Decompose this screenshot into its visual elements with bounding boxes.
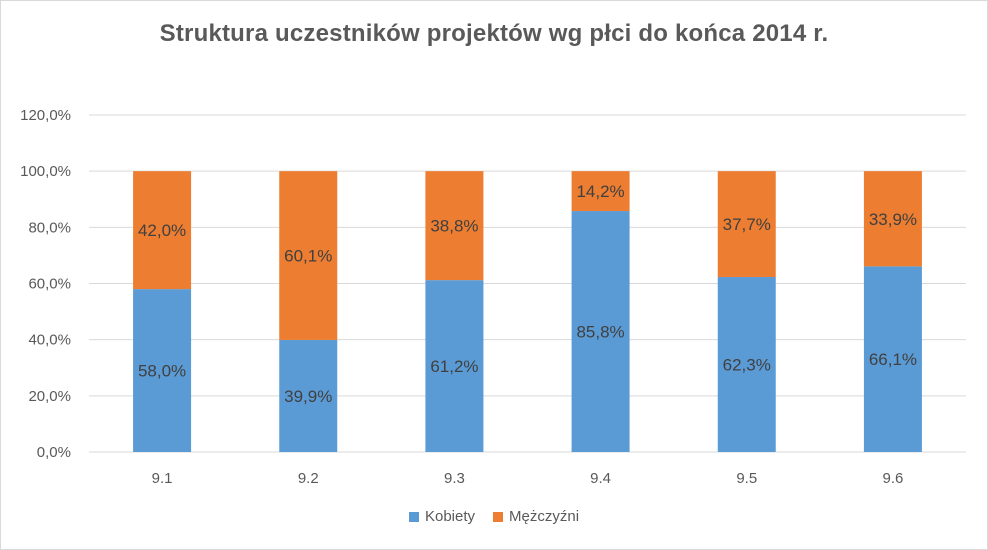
y-tick-label-0: 0,0% xyxy=(37,444,71,461)
x-tick-label-9.5: 9.5 xyxy=(736,470,757,487)
y-tick-label-6: 120,0% xyxy=(20,107,71,124)
chart-title: Struktura uczestników projektów wg płci … xyxy=(159,20,829,47)
data-label-kobiety-9.5: 62,3% xyxy=(723,356,771,375)
bar-mezczyzni-9.1 xyxy=(133,171,192,290)
data-label-mezczyzni-9.5: 37,7% xyxy=(723,215,771,234)
y-tick-label-3: 60,0% xyxy=(28,276,71,293)
bar-kobiety-9.1 xyxy=(133,289,192,452)
y-tick-label-1: 20,0% xyxy=(28,388,71,405)
bar-mezczyzni-9.6 xyxy=(863,171,922,267)
data-label-mezczyzni-9.4: 14,2% xyxy=(576,182,624,201)
bar-mezczyzni-9.5 xyxy=(717,171,776,278)
bar-mezczyzni-9.3 xyxy=(425,171,484,281)
legend-swatch-kobiety xyxy=(408,511,419,522)
bar-kobiety-9.6 xyxy=(863,266,922,452)
bar-mezczyzni-9.2 xyxy=(279,171,338,340)
data-label-kobiety-9.1: 58,0% xyxy=(138,362,186,381)
bar-kobiety-9.2 xyxy=(279,339,338,452)
y-tick-label-2: 40,0% xyxy=(28,332,71,349)
data-label-kobiety-9.6: 66,1% xyxy=(869,350,917,369)
bar-kobiety-9.5 xyxy=(717,277,776,452)
x-tick-label-9.1: 9.1 xyxy=(152,470,173,487)
data-label-mezczyzni-9.6: 33,9% xyxy=(869,210,917,229)
chart-legend: Kobiety Mężczyźni xyxy=(0,508,988,525)
x-tick-label-9.2: 9.2 xyxy=(298,470,319,487)
data-label-mezczyzni-9.1: 42,0% xyxy=(138,221,186,240)
legend-label-mezczyzni: Mężczyźni xyxy=(509,508,580,525)
y-tick-label-5: 100,0% xyxy=(20,163,71,180)
data-label-mezczyzni-9.3: 38,8% xyxy=(430,217,478,236)
x-tick-label-9.4: 9.4 xyxy=(590,470,611,487)
x-tick-label-9.6: 9.6 xyxy=(882,470,903,487)
data-label-kobiety-9.2: 39,9% xyxy=(284,387,332,406)
bar-mezczyzni-9.4 xyxy=(571,171,630,212)
data-label-kobiety-9.3: 61,2% xyxy=(430,357,478,376)
x-tick-label-9.3: 9.3 xyxy=(444,470,465,487)
data-label-kobiety-9.4: 85,8% xyxy=(576,323,624,342)
legend-label-kobiety: Kobiety xyxy=(424,508,476,525)
legend-swatch-mezczyzni xyxy=(493,511,504,522)
data-label-mezczyzni-9.2: 60,1% xyxy=(284,247,332,266)
y-tick-label-4: 80,0% xyxy=(28,219,71,236)
bar-kobiety-9.3 xyxy=(425,280,484,452)
legend-item-mezczyzni: Mężczyźni xyxy=(493,508,579,525)
legend-item-kobiety: Kobiety xyxy=(408,508,476,525)
bar-kobiety-9.4 xyxy=(571,211,630,452)
